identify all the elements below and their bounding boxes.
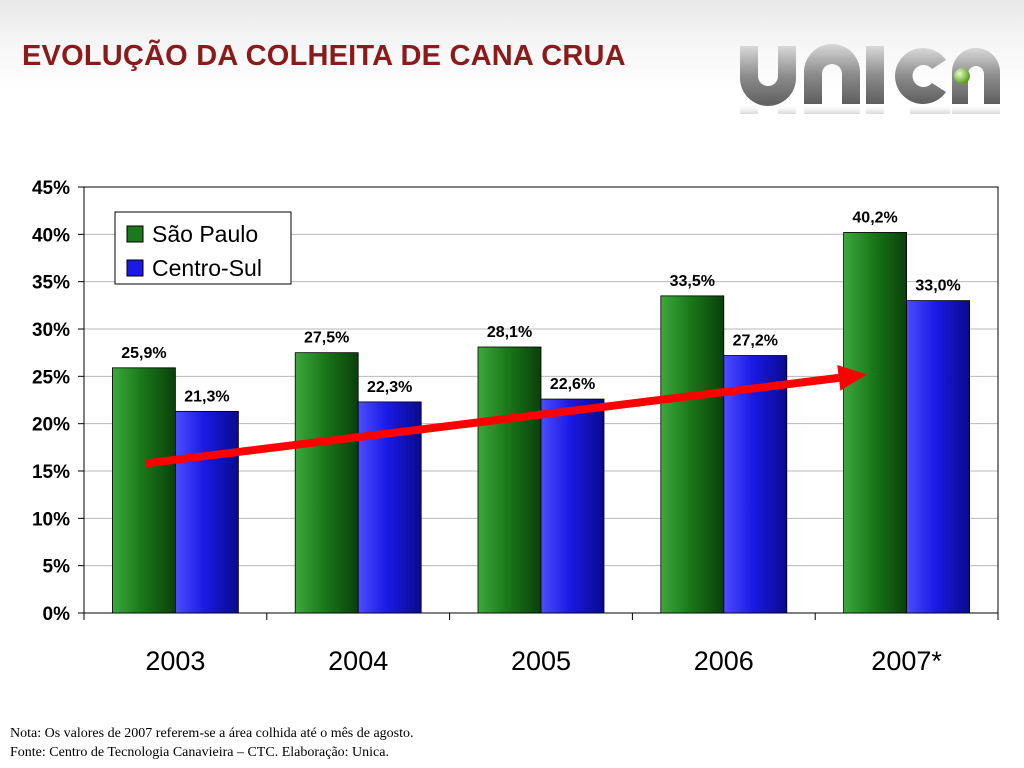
x-tick-label: 2005 (511, 646, 571, 676)
logo-dot (954, 68, 970, 84)
logo-letter-a (952, 48, 1000, 104)
data-label: 22,3% (367, 379, 412, 396)
logo-letter-u (740, 46, 796, 106)
data-label: 27,2% (733, 333, 778, 350)
legend-swatch (126, 259, 144, 277)
y-tick-label: 25% (32, 367, 70, 388)
bars (112, 232, 970, 614)
unica-logo (740, 44, 1000, 114)
slide-title: EVOLUÇÃO DA COLHEITA DE CANA CRUA (22, 40, 626, 72)
legend-box (114, 211, 292, 285)
y-tick-label: 30% (32, 320, 70, 341)
y-tick-label: 10% (32, 509, 70, 530)
bar (477, 346, 542, 614)
y-tick-label: 20% (32, 415, 70, 436)
legend: São Paulo Centro-Sul (114, 211, 292, 285)
legend-swatch (126, 225, 144, 243)
bar (906, 300, 970, 614)
legend-label: São Paulo (152, 221, 258, 247)
data-label: 40,2% (852, 209, 897, 226)
y-tick-label: 45% (32, 178, 70, 199)
data-label: 22,6% (550, 376, 595, 393)
bar (843, 232, 907, 614)
bar (174, 410, 239, 614)
y-tick-label: 5% (43, 557, 71, 578)
data-label: 21,3% (184, 388, 229, 405)
data-labels: 25,9% 27,5% 28,1% 33,5% 40,2% 21,3% 22,3% 22,6%… (121, 209, 961, 405)
y-tick-label: 35% (32, 273, 70, 294)
y-tick-label: 15% (32, 462, 70, 483)
bar (660, 295, 725, 614)
logo-reflection (740, 104, 1000, 114)
bar (723, 355, 788, 614)
trend-arrow-shaft (144, 373, 840, 468)
x-tick-label: 2003 (145, 646, 205, 676)
data-label: 28,1% (487, 324, 532, 341)
y-tick-label: 40% (32, 225, 70, 246)
footnotes: Nota: Os valores de 2007 referem-se a ár… (10, 724, 414, 762)
logo-letter-i (866, 46, 884, 104)
bar (112, 367, 176, 614)
trend-arrow-head (837, 364, 867, 391)
footnote-note: Nota: Os valores de 2007 referem-se a ár… (10, 726, 414, 741)
data-label: 33,0% (915, 278, 960, 295)
y-tick-label: 0% (43, 604, 71, 625)
data-label: 33,5% (670, 273, 715, 290)
logo-letter-c (895, 48, 946, 105)
legend-label: Centro-Sul (152, 255, 262, 281)
x-tick-label: 2007* (871, 646, 942, 676)
logo-letter-n (804, 44, 860, 104)
axes: 0% 5% 10% 15% 20% 25% 30% 35% 40% 45% 2003 2004 2005… (32, 178, 999, 676)
bar (540, 398, 605, 614)
x-tick-label: 2004 (328, 646, 388, 676)
bar (294, 352, 359, 614)
x-tick-label: 2006 (694, 646, 754, 676)
trend-arrow (144, 364, 867, 468)
data-label: 25,9% (121, 345, 166, 362)
footnote-source: Fonte: Centro de Tecnologia Canavieira –… (10, 745, 389, 760)
data-label: 27,5% (304, 330, 349, 347)
